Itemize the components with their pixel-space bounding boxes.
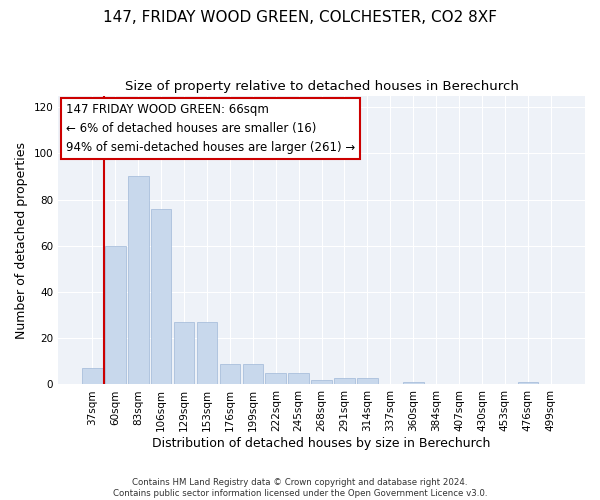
- Text: 147 FRIDAY WOOD GREEN: 66sqm
← 6% of detached houses are smaller (16)
94% of sem: 147 FRIDAY WOOD GREEN: 66sqm ← 6% of det…: [66, 103, 355, 154]
- X-axis label: Distribution of detached houses by size in Berechurch: Distribution of detached houses by size …: [152, 437, 491, 450]
- Text: Contains HM Land Registry data © Crown copyright and database right 2024.
Contai: Contains HM Land Registry data © Crown c…: [113, 478, 487, 498]
- Bar: [265, 373, 286, 384]
- Bar: [289, 373, 309, 384]
- Bar: [105, 246, 125, 384]
- Bar: [151, 209, 172, 384]
- Bar: [220, 364, 240, 384]
- Bar: [357, 378, 378, 384]
- Bar: [403, 382, 424, 384]
- Bar: [242, 364, 263, 384]
- Bar: [174, 322, 194, 384]
- Title: Size of property relative to detached houses in Berechurch: Size of property relative to detached ho…: [125, 80, 518, 93]
- Bar: [334, 378, 355, 384]
- Bar: [82, 368, 103, 384]
- Text: 147, FRIDAY WOOD GREEN, COLCHESTER, CO2 8XF: 147, FRIDAY WOOD GREEN, COLCHESTER, CO2 …: [103, 10, 497, 25]
- Bar: [128, 176, 149, 384]
- Bar: [311, 380, 332, 384]
- Y-axis label: Number of detached properties: Number of detached properties: [15, 142, 28, 338]
- Bar: [197, 322, 217, 384]
- Bar: [518, 382, 538, 384]
